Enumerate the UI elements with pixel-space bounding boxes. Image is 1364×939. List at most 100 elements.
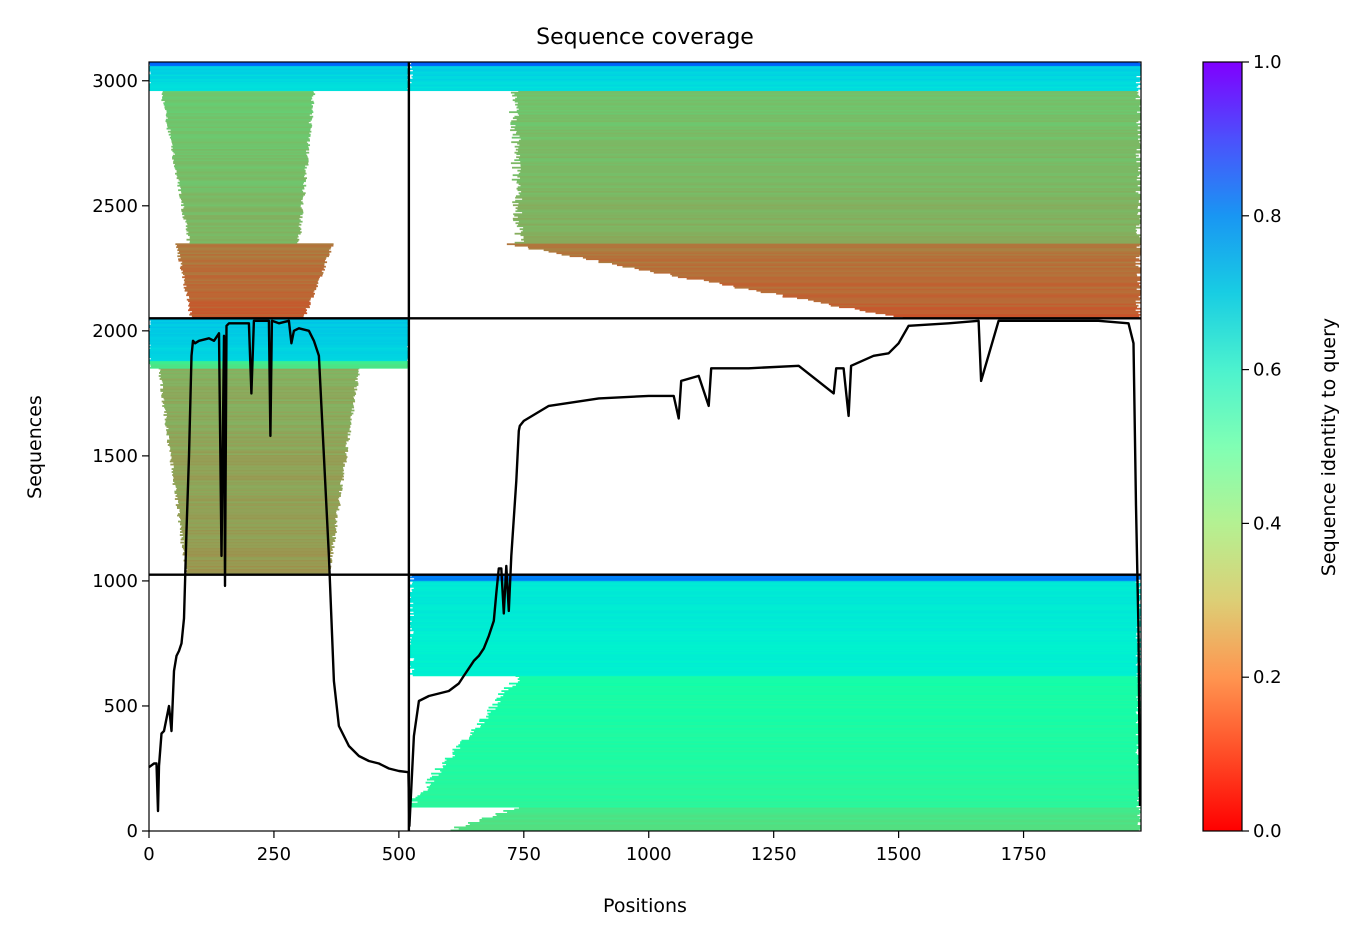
coverage-row [174,492,342,494]
coverage-row [190,312,308,315]
coverage-row [434,768,1139,771]
coverage-row [411,642,1142,645]
coverage-row [517,186,1141,189]
coverage-row [171,457,347,460]
coverage-row [515,675,1137,677]
coverage-row [180,526,336,529]
x-tick-label: 250 [257,844,291,865]
coverage-row [471,729,1141,732]
coverage-row [476,723,1140,726]
coverage-row [160,376,357,379]
coverage-band [450,807,1142,832]
coverage-row [518,90,1137,93]
coverage-row [638,268,1141,271]
coverage-row [506,243,1142,246]
coverage-row [172,144,311,147]
coverage-row [186,232,301,235]
coverage-row [173,465,345,467]
coverage-row [511,178,1137,181]
coverage-row [183,535,333,538]
coverage-row [513,213,1138,216]
coverage-row [412,669,1141,672]
coverage-row [166,127,311,130]
coverage-row [176,489,343,491]
coverage-row [166,112,313,115]
coverage-row [408,605,1141,608]
coverage-row [452,748,1137,751]
coverage-row [189,307,306,310]
coverage-row [180,541,333,544]
y-tick-label: 500 [104,696,138,717]
coverage-row [187,226,301,229]
coverage-row [415,796,1138,799]
coverage-row [518,202,1141,205]
coverage-row [527,246,1137,249]
coverage-row [186,285,318,288]
coverage-row [520,160,1137,163]
coverage-row [420,793,1141,796]
coverage-row [171,456,348,458]
coverage-row [413,614,1141,617]
coverage-row [191,315,304,318]
coverage-row [176,507,338,509]
coverage-row [149,350,409,353]
coverage-row [507,811,1141,814]
coverage-row [189,237,298,240]
coverage-row [165,118,312,121]
coverage-row [520,165,1141,168]
coverage-line [148,319,1142,828]
coverage-row [149,338,409,341]
coverage-row [414,577,1141,580]
coverage-row [411,596,1141,599]
coverage-row [177,496,340,499]
coverage-row [181,208,303,211]
coverage-row [179,516,338,518]
coverage-row [515,195,1141,198]
coverage-row [411,639,1141,642]
coverage-row [409,805,1137,808]
coverage-row [180,186,305,189]
coverage-row [173,151,310,154]
coverage-row [408,579,1138,582]
coverage-row [510,129,1138,132]
coverage-row [458,744,1137,747]
coverage-row [516,106,1141,109]
coverage-row [496,814,1138,817]
coverage-row [169,438,350,440]
coverage-row [504,691,1141,694]
coverage-row [189,241,298,244]
coverage-row [182,213,303,216]
coverage-row [429,777,1141,780]
coverage-row [520,138,1138,141]
coverage-row [173,165,306,168]
coverage-row [189,295,314,298]
coverage-row [408,609,1141,612]
coverage-row [149,330,409,333]
coverage-row [182,261,328,264]
coverage-row [518,114,1141,117]
coverage-row [414,668,1141,671]
coverage-row [515,97,1136,100]
coverage-row [149,84,409,87]
coverage-row [182,532,336,535]
coverage-row [180,262,325,265]
colorbar-tick-label: 0.0 [1253,821,1282,842]
coverage-row [183,283,317,286]
coverage-row [408,608,1141,611]
coverage-row [511,141,1140,144]
coverage-row [166,412,354,415]
coverage-band [161,90,316,244]
coverage-row [734,286,1141,289]
coverage-row [412,671,1141,674]
coverage-row [454,826,1141,829]
coverage-row [182,547,333,550]
coverage-row [411,588,1141,591]
coverage-row [408,666,1141,669]
coverage-band [149,62,409,67]
coverage-row [408,83,1141,86]
coverage-row [828,303,1136,306]
coverage-row [408,644,1141,647]
coverage-row [515,207,1138,210]
coverage-row [412,581,1136,584]
coverage-row [166,115,314,118]
